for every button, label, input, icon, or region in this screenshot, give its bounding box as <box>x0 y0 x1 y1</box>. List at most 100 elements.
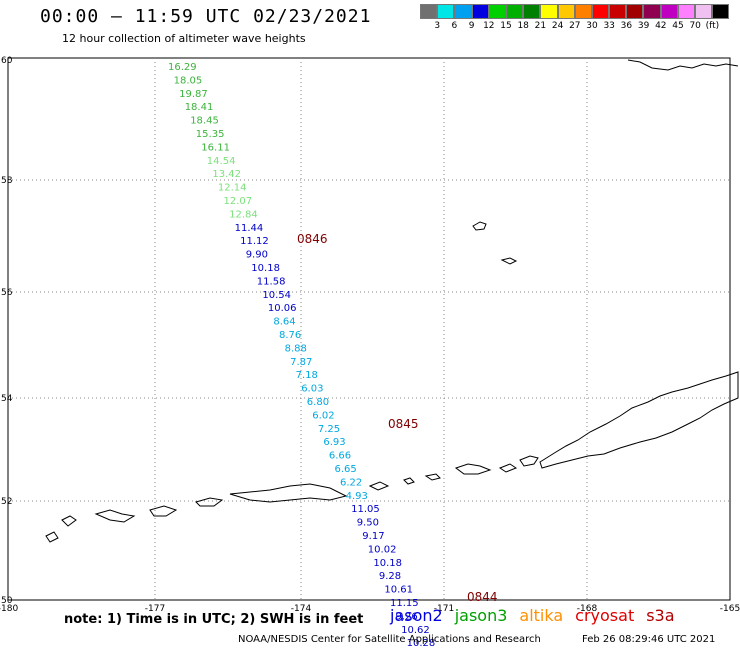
coastline-kiska-island <box>61 515 77 527</box>
wave-height-label: 6.93 <box>323 437 345 448</box>
wave-height-label: 10.61 <box>384 585 413 596</box>
generated-timestamp: Feb 26 08:29:46 UTC 2021 <box>582 634 716 645</box>
pass-time-label: 0844 <box>467 590 498 604</box>
wave-height-label: 13.42 <box>212 169 241 180</box>
coastline-tanaga-island <box>149 505 178 517</box>
coastline-akutan-island <box>498 463 518 473</box>
legend-swatch <box>695 4 713 19</box>
y-tick-label: 52 <box>1 497 12 507</box>
wave-height-label: 6.03 <box>301 384 323 395</box>
credit-text: NOAA/NESDIS Center for Satellite Applica… <box>238 634 541 645</box>
y-tick-label: 58 <box>1 176 13 186</box>
satellite-legend-cryosat: cryosat <box>575 606 635 625</box>
coastline-unalaska-island <box>454 463 492 475</box>
wave-height-label: 18.45 <box>190 116 219 127</box>
pass-time-labels: 0846 0845 0844 <box>297 232 498 604</box>
wave-height-label: 6.65 <box>335 464 357 475</box>
note-text: note: 1) Time is in UTC; 2) SWH is in fe… <box>64 612 364 627</box>
legend-swatch <box>488 4 506 19</box>
legend-label: 42 <box>655 21 667 31</box>
page-subtitle: 12 hour collection of altimeter wave hei… <box>62 32 306 45</box>
legend-label: 24 <box>551 21 564 31</box>
legend-swatch <box>591 4 610 19</box>
legend-swatches <box>420 4 730 19</box>
legend-swatch <box>677 4 695 19</box>
lat-lon-grid <box>7 57 731 601</box>
wave-height-label: 11.05 <box>351 504 380 515</box>
x-tick-label: -165 <box>720 604 740 614</box>
legend-swatch <box>437 4 455 19</box>
satellite-legend-s3a: s3a <box>646 606 675 625</box>
y-tick-label: 54 <box>1 394 13 404</box>
wave-height-label: 11.58 <box>257 276 286 287</box>
legend-swatch <box>574 4 592 19</box>
wave-height-label: 4.93 <box>346 491 368 502</box>
coastline-unimak-island <box>519 455 539 467</box>
legend-swatch <box>626 4 644 19</box>
wave-height-label: 16.29 <box>168 62 197 73</box>
legend-swatch <box>557 4 575 19</box>
legend-unit: (ft) <box>705 21 720 31</box>
wave-height-label: 12.84 <box>229 209 258 220</box>
legend-label: 39 <box>637 21 650 31</box>
legend-swatch <box>712 4 730 19</box>
x-tick-label: -168 <box>577 604 598 614</box>
wave-height-label: 10.18 <box>373 558 402 569</box>
satellite-legend-jason3: jason3 <box>454 606 508 625</box>
wave-height-label: 19.87 <box>179 89 208 100</box>
wave-height-label: 11.15 <box>390 598 419 609</box>
y-tick-label: 60 <box>1 56 13 66</box>
wave-height-label: 11.12 <box>240 236 269 247</box>
coastline-islands-of-four-mountains <box>403 477 415 485</box>
wave-height-label: 10.18 <box>251 263 280 274</box>
coastline-atka-amlia-islands <box>229 483 348 503</box>
coastline-rat-islands <box>94 509 136 523</box>
legend-label: 6 <box>451 21 458 31</box>
coastline-near-islands <box>45 531 59 543</box>
coastline-alaska-mainland <box>627 59 739 71</box>
legend-swatch <box>454 4 472 19</box>
coastline-st-george-island <box>500 257 518 265</box>
wave-height-label: 9.90 <box>246 250 268 261</box>
pass-time-label: 0845 <box>388 417 419 431</box>
page-title: 00:00 – 11:59 UTC 02/23/2021 <box>40 6 372 27</box>
wave-height-label: 8.76 <box>279 330 301 341</box>
wave-height-label: 12.07 <box>224 196 253 207</box>
wave-height-track: 16.29 18.05 19.87 18.41 18.45 15.35 16.11 14.54… <box>168 62 435 649</box>
coastline-yunaska-island <box>368 481 390 491</box>
legend-swatch <box>609 4 627 19</box>
wave-height-label: 6.66 <box>329 451 351 462</box>
legend-swatch <box>540 4 558 19</box>
satellite-legend-altika: altika <box>519 606 564 625</box>
legend-labels: 3 6 9 12 15 18 21 24 27 30 33 36 39 42 45 70 (ft) <box>420 19 730 33</box>
legend-swatch <box>505 4 524 19</box>
x-tick-label: -171 <box>434 604 454 614</box>
coastline <box>45 59 739 543</box>
legend-swatch <box>660 4 678 19</box>
wave-height-label: 10.28 <box>407 638 436 649</box>
pass-time-label: 0846 <box>297 232 328 246</box>
y-axis-ticks: 60 58 56 54 52 50 <box>1 56 13 606</box>
wave-height-label: 6.80 <box>307 397 329 408</box>
legend-label: 70 <box>689 21 701 31</box>
y-tick-label: 50 <box>1 596 13 606</box>
wave-height-label: 9.17 <box>362 531 384 542</box>
legend-label: 33 <box>603 21 615 31</box>
coastline-umnak-island <box>424 473 441 481</box>
x-tick-label: -174 <box>291 604 312 614</box>
wave-height-label: 10.06 <box>268 303 297 314</box>
wave-height-label: 8.64 <box>273 317 295 328</box>
x-tick-label: -177 <box>145 604 165 614</box>
wave-height-label: 9.26 <box>396 611 418 622</box>
coastline-st-paul-island <box>472 221 487 231</box>
coastline-alaska-peninsula <box>539 371 739 469</box>
legend-swatch <box>643 4 661 19</box>
legend-label: 30 <box>586 21 598 31</box>
wave-height-label: 10.02 <box>368 544 397 555</box>
map-frame <box>7 57 731 601</box>
legend-label: 9 <box>468 21 475 31</box>
wave-height-label: 18.41 <box>185 102 214 113</box>
wave-height-label: 10.62 <box>401 625 430 636</box>
wave-height-label: 12.14 <box>218 183 247 194</box>
wave-height-label: 15.35 <box>196 129 225 140</box>
